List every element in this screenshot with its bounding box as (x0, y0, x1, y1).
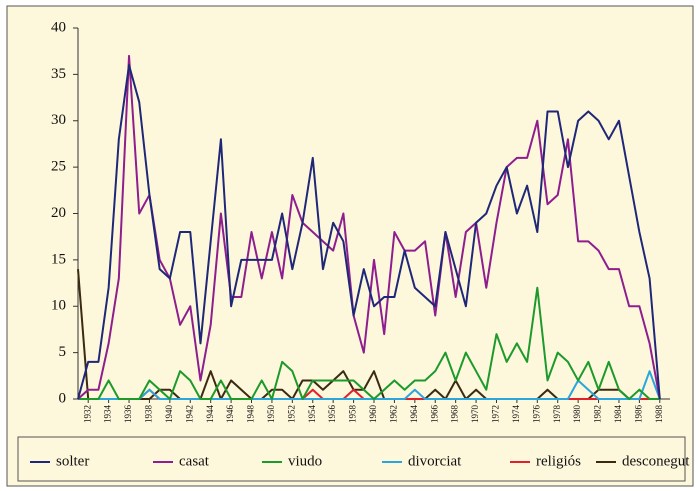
legend-label: casat (179, 453, 210, 469)
x-tick-label: 1988 (654, 405, 664, 424)
x-tick-label: 1938 (144, 405, 154, 424)
series-line (77, 54, 661, 400)
legend-label: viudo (288, 453, 322, 469)
chart-frame (6, 5, 694, 487)
x-tick-label: 1948 (246, 405, 256, 424)
x-tick-label: 1962 (388, 405, 398, 423)
x-tick-label: 1956 (327, 405, 337, 424)
x-tick-label: 1986 (633, 405, 643, 424)
series-line (78, 286, 660, 400)
x-tick-label: 1972 (491, 405, 501, 423)
x-tick-label: 1950 (266, 405, 276, 424)
x-tick-label: 1944 (205, 405, 215, 424)
x-tick-label: 1964 (409, 405, 419, 424)
y-tick-label: 25 (51, 159, 66, 175)
y-tick-label: 35 (51, 66, 66, 82)
y-tick-label: 20 (51, 205, 66, 221)
y-tick-label: 15 (51, 251, 66, 267)
series-line (77, 64, 661, 400)
x-tick-label: 1978 (552, 405, 562, 424)
x-tick-label: 1970 (470, 405, 480, 424)
x-tick-label: 1968 (450, 405, 460, 424)
legend-label: religiós (536, 453, 581, 469)
y-tick-label: 0 (59, 390, 67, 406)
legend-label: divorciat (408, 453, 462, 469)
x-tick-label: 1940 (164, 405, 174, 424)
x-tick-label: 1952 (286, 405, 296, 423)
x-tick-label: 1954 (307, 405, 317, 424)
x-tick-label: 1966 (429, 405, 439, 424)
y-tick-label: 5 (59, 344, 67, 360)
x-tick-label: 1976 (531, 405, 541, 424)
legend-label: desconegut (622, 453, 690, 469)
x-tick-label: 1936 (123, 405, 133, 424)
x-tick-label: 1980 (572, 405, 582, 424)
x-tick-label: 1942 (184, 405, 194, 423)
x-tick-label: 1958 (348, 405, 358, 424)
legend-label: solter (56, 453, 89, 469)
y-tick-label: 10 (51, 298, 66, 314)
series-line (78, 370, 661, 400)
y-tick-label: 40 (51, 19, 66, 35)
legend-frame (17, 436, 686, 482)
x-tick-label: 1932 (82, 405, 92, 423)
x-tick-label: 1934 (103, 405, 113, 424)
x-tick-label: 1982 (593, 405, 603, 423)
x-tick-label: 1960 (368, 405, 378, 424)
y-tick-label: 30 (51, 112, 66, 128)
x-tick-label: 1984 (613, 405, 623, 424)
x-tick-label: 1974 (511, 405, 521, 424)
x-tick-label: 1946 (225, 405, 235, 424)
